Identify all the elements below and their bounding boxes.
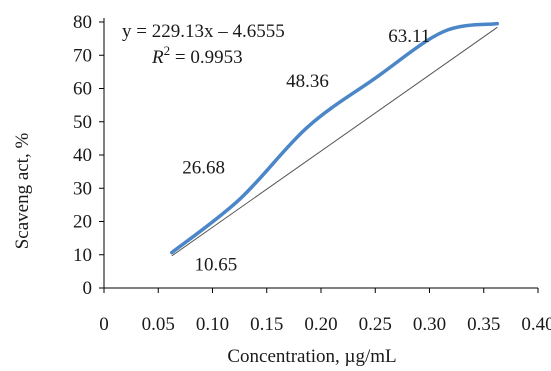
series-line	[170, 21, 500, 255]
x-tick-label: 0.10	[196, 314, 229, 335]
r-squared-text: R2 = 0.9953	[151, 43, 243, 68]
data-label: 63.11	[388, 26, 430, 47]
x-tick-label: 0.40	[521, 314, 551, 335]
r2-value: = 0.9953	[170, 47, 242, 68]
x-ticks: 0 0.05 0.10 0.15 0.20 0.25 0.30 0.35 0.40	[99, 288, 551, 335]
trendline	[171, 26, 498, 257]
x-tick-label: 0.35	[467, 314, 500, 335]
data-label: 10.65	[194, 255, 237, 276]
y-axis-title: Scaveng act, %	[12, 133, 33, 250]
y-tick-label: 30	[73, 178, 92, 199]
y-tick-label: 60	[73, 79, 92, 100]
axes	[103, 18, 538, 289]
y-ticks: 0 10 20 30 40 50 60 70 80	[73, 12, 104, 299]
data-labels: 10.65 26.68 48.36 63.11 77.05	[182, 0, 434, 276]
y-tick-label: 80	[73, 12, 92, 33]
y-tick-label: 0	[83, 278, 93, 299]
r2-superscript: 2	[164, 43, 171, 58]
equation-text: y = 229.13x – 4.6555	[122, 21, 285, 42]
x-tick-label: 0.15	[250, 314, 283, 335]
y-tick-label: 40	[73, 145, 92, 166]
trendline-group	[171, 26, 498, 257]
x-tick-label: 0.05	[142, 314, 175, 335]
x-tick-label: 0.25	[359, 314, 392, 335]
series-group	[170, 21, 500, 255]
y-tick-label: 20	[73, 212, 92, 233]
data-label: 48.36	[286, 71, 329, 92]
x-tick-label: 0	[99, 314, 109, 335]
y-tick-label: 10	[73, 245, 92, 266]
y-tick-label: 70	[73, 45, 92, 66]
x-tick-label: 0.20	[304, 314, 337, 335]
data-label: 77.05	[392, 0, 435, 4]
x-axis-title: Concentration, µg/mL	[227, 346, 396, 367]
y-tick-label: 50	[73, 112, 92, 133]
r2-symbol: R	[151, 47, 164, 68]
data-label: 26.68	[182, 157, 225, 178]
x-tick-label: 0.30	[413, 314, 446, 335]
